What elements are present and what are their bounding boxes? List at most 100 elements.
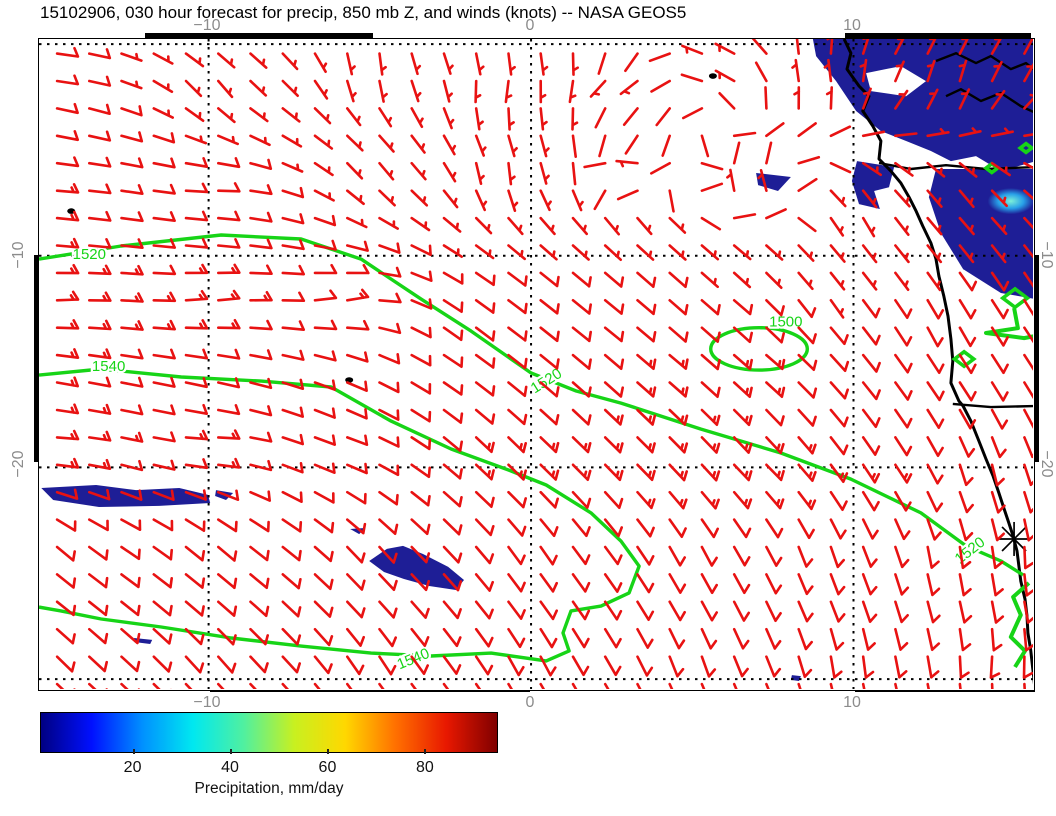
wind-barb — [88, 655, 108, 673]
wind-barb — [622, 107, 639, 126]
wind-barb — [732, 545, 751, 567]
wind-barb — [829, 545, 845, 569]
wind-barb — [825, 86, 833, 110]
wind-barb — [700, 408, 721, 426]
wind-barb — [619, 79, 639, 96]
wind-barb — [571, 299, 592, 315]
wind-barb — [829, 627, 845, 651]
colorbar-tick-label: 20 — [123, 759, 142, 776]
wind-barb — [571, 518, 591, 538]
wind-barb — [217, 157, 241, 169]
wind-barb — [184, 290, 209, 302]
wind-barb — [624, 52, 639, 73]
wind-barb — [474, 381, 496, 397]
wind-barb — [732, 408, 753, 427]
wind-barb — [1023, 573, 1033, 597]
wind-barb — [55, 627, 76, 645]
wind-barb — [281, 264, 305, 276]
wind-barb — [894, 545, 910, 569]
wind-barb — [184, 52, 205, 68]
wind-barb — [926, 161, 946, 178]
wind-barb — [88, 75, 112, 87]
wind-barb — [281, 291, 306, 302]
wind-barb — [926, 216, 943, 236]
wind-barb — [55, 457, 80, 469]
wind-barb — [861, 682, 866, 689]
wind-barb — [1023, 408, 1033, 429]
precip-patch — [851, 161, 895, 209]
wind-barb — [1023, 244, 1033, 259]
wind-barb — [442, 271, 464, 285]
wind-barb — [184, 518, 206, 532]
wind-barb — [571, 161, 577, 186]
wind-barb — [583, 161, 607, 169]
wind-barb — [281, 320, 305, 331]
wind-barb — [55, 600, 77, 617]
wind-barb — [571, 436, 592, 454]
wind-barb — [668, 216, 687, 234]
wind-barb — [797, 244, 815, 262]
wind-barb — [926, 127, 950, 138]
wind-barb — [507, 299, 528, 315]
wind-barb — [700, 182, 724, 192]
wind-barb — [281, 545, 302, 562]
wind-barb — [249, 238, 273, 250]
wind-barb — [120, 157, 144, 169]
wind-barb — [217, 429, 241, 440]
wind-barb — [539, 79, 547, 104]
wind-barb — [668, 326, 689, 343]
wind-barb — [1023, 436, 1033, 459]
wind-barb — [442, 682, 450, 689]
wind-barb — [249, 490, 271, 502]
contour-fragment — [1017, 141, 1033, 155]
wind-barb — [88, 348, 112, 360]
wind-barb — [217, 182, 241, 193]
wind-barb — [571, 490, 592, 509]
wind-barb — [346, 462, 368, 475]
wind-barb — [829, 655, 843, 679]
wind-barb — [700, 353, 721, 371]
wind-barb — [732, 600, 750, 622]
wind-barb — [668, 271, 689, 289]
wind-barb — [668, 682, 674, 689]
wind-barb — [1023, 39, 1033, 55]
wind-barb — [442, 216, 462, 233]
wind-barb — [474, 682, 482, 689]
wind-barb — [378, 161, 395, 181]
wind-barb — [571, 353, 592, 370]
wind-barb — [55, 183, 80, 194]
wind-barb — [378, 463, 400, 477]
wind-barb — [507, 271, 528, 287]
colorbar-tick — [327, 749, 329, 754]
wind-barb — [894, 39, 905, 55]
wind-barb — [184, 655, 205, 674]
wind-barb — [313, 161, 334, 177]
wind-barb — [507, 189, 519, 212]
wind-barb — [88, 430, 112, 442]
wind-barb — [249, 655, 269, 674]
wind-barb — [217, 238, 241, 249]
wind-barb — [829, 299, 845, 319]
colorbar-tick — [424, 749, 426, 754]
wind-barb — [1023, 161, 1033, 170]
wind-barb — [474, 518, 495, 537]
wind-barb — [378, 545, 398, 564]
wind-barb — [603, 216, 620, 236]
wind-barb — [797, 271, 814, 291]
wind-barb — [797, 545, 814, 568]
colorbar-tick-label: 80 — [416, 759, 434, 776]
wind-barb — [571, 463, 592, 481]
contour-label: 1520 — [528, 365, 565, 397]
wind-barb — [861, 408, 881, 428]
wind-barb — [732, 655, 749, 678]
wind-barb — [55, 655, 76, 673]
wind-barb — [88, 238, 112, 249]
wind-barb — [88, 489, 111, 501]
wind-barb — [568, 79, 577, 104]
wind-barb — [732, 299, 754, 316]
wind-barb-layer — [55, 39, 1033, 689]
wind-barb — [313, 407, 336, 419]
wind-barb — [539, 381, 560, 398]
wind-barb — [894, 271, 910, 291]
wind-barb — [700, 545, 718, 567]
